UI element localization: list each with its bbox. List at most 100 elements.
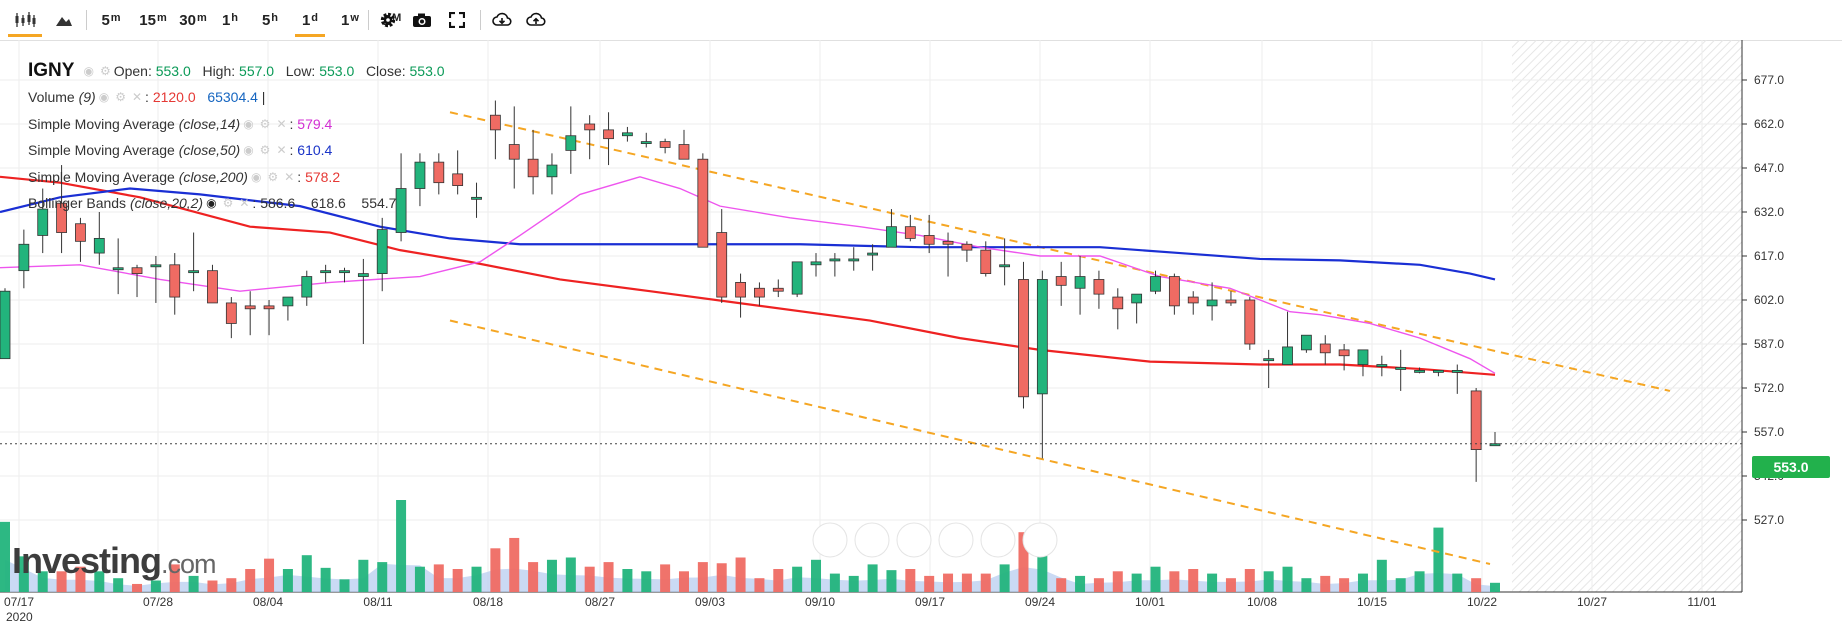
sma14-line: [0, 176, 1496, 374]
candle-body: [1018, 279, 1029, 398]
toolbar-divider: [86, 10, 87, 30]
volume-bar: [113, 578, 124, 592]
candle-body: [942, 240, 954, 245]
nav-control-button: [1022, 522, 1058, 558]
candle-body: [282, 296, 294, 307]
candle-body: [527, 158, 539, 178]
close-icon[interactable]: ✕: [131, 90, 143, 105]
eye-icon[interactable]: ◉: [243, 116, 254, 131]
x-tick-label: 09/24: [1025, 595, 1055, 609]
fullscreen-icon[interactable]: [446, 6, 468, 34]
volume-bar: [471, 566, 482, 592]
eye-icon[interactable]: ◉: [83, 64, 94, 78]
high-value: 557.0: [239, 63, 275, 79]
close-icon[interactable]: ✕: [239, 195, 250, 210]
volume-bar: [829, 573, 840, 592]
y-tick-label: 617.0: [1754, 249, 1784, 263]
volume-bar: [56, 571, 67, 592]
volume-bar: [396, 500, 407, 592]
candle-body: [301, 276, 313, 298]
gear-icon[interactable]: ⚙: [259, 116, 271, 131]
download-icon[interactable]: [490, 6, 514, 34]
x-tick-label: 11/01: [1687, 595, 1716, 609]
candle-body: [188, 270, 200, 274]
candle-body: [735, 281, 746, 298]
chart-legend: IGNY ◉ ⚙ Open: 553.0 High: 557.0 Low: 553…: [28, 58, 445, 216]
camera-icon[interactable]: [410, 6, 434, 34]
volume-bar: [358, 559, 369, 592]
volume-bar: [452, 569, 463, 592]
volume-bar: [980, 573, 991, 592]
candle-body: [320, 270, 332, 274]
close-icon[interactable]: ✕: [284, 169, 295, 184]
candle-body: [395, 188, 407, 233]
y-tick-label: 572.0: [1754, 381, 1784, 395]
volume-bar: [1188, 569, 1199, 592]
settings-gear-icon[interactable]: [376, 6, 400, 34]
chart-toolbar: 5m15m30m1h5h1d1w1M: [0, 0, 1842, 41]
candle-body: [339, 270, 350, 274]
candle-body: [489, 114, 501, 131]
y-tick-label: 647.0: [1754, 161, 1784, 175]
volume-bar: [1150, 566, 1161, 592]
eye-icon[interactable]: ◉: [250, 169, 262, 184]
eye-icon[interactable]: ◉: [206, 195, 217, 210]
gear-icon[interactable]: ⚙: [115, 90, 126, 105]
x-tick-label: 08/04: [253, 595, 283, 609]
candle-body: [754, 287, 765, 298]
candle-body: [75, 223, 86, 242]
eye-icon[interactable]: ◉: [243, 143, 254, 158]
volume-bar: [1225, 578, 1236, 592]
volume-bar: [924, 575, 935, 592]
candle-body: [622, 132, 633, 137]
candle-body: [131, 267, 143, 275]
gear-icon[interactable]: ⚙: [259, 143, 271, 158]
candle-body: [867, 252, 878, 256]
candle-body: [1395, 367, 1407, 370]
candle-body: [1376, 364, 1388, 367]
close-icon[interactable]: ✕: [276, 143, 287, 158]
volume-bar: [150, 580, 161, 592]
upload-icon[interactable]: [524, 6, 548, 34]
volume-bar: [886, 570, 897, 592]
gear-icon[interactable]: ⚙: [267, 169, 279, 184]
candle-body: [1357, 349, 1369, 365]
sma50-line: [0, 187, 1496, 281]
candle-body: [0, 290, 11, 360]
volume-bar: [1244, 569, 1255, 592]
mountain-icon[interactable]: [52, 6, 76, 34]
close-icon[interactable]: ✕: [276, 116, 287, 131]
candle-body: [829, 258, 841, 262]
candle-body: [546, 164, 558, 178]
candle-body: [886, 226, 897, 248]
low-value: 553.0: [319, 63, 355, 79]
gear-icon[interactable]: ⚙: [222, 195, 234, 210]
volume-bar: [320, 567, 331, 592]
volume-bar: [1018, 532, 1029, 592]
volume-bar: [848, 575, 859, 592]
volume-bar: [565, 557, 576, 592]
gear-icon[interactable]: ⚙: [99, 64, 111, 78]
interval-30m[interactable]: 30 m: [179, 11, 207, 29]
volume-bar: [282, 569, 293, 592]
volume-bar: [754, 578, 765, 592]
volume-bar: [301, 555, 312, 592]
volume-bar: [414, 566, 425, 592]
candle-body: [697, 158, 709, 248]
x-tick-label: 09/17: [915, 595, 945, 609]
candle-body: [923, 235, 935, 245]
candlestick-icon[interactable]: [8, 6, 42, 37]
price-chart[interactable]: 07/17 07/28 08/04 08/11 08/18 08/27 09/03 09/10…: [0, 40, 1842, 634]
volume-bar: [75, 566, 86, 592]
eye-icon[interactable]: ◉: [98, 90, 110, 105]
volume-bar: [1301, 578, 1312, 592]
volume-bar: [1433, 527, 1444, 592]
interval-15m[interactable]: 15 m: [139, 11, 167, 29]
volume-bar: [1263, 571, 1274, 592]
legend-bollinger-row: Bollinger Bands (close,20,2) ◉ ⚙ ✕: 586.6 …: [28, 190, 445, 216]
